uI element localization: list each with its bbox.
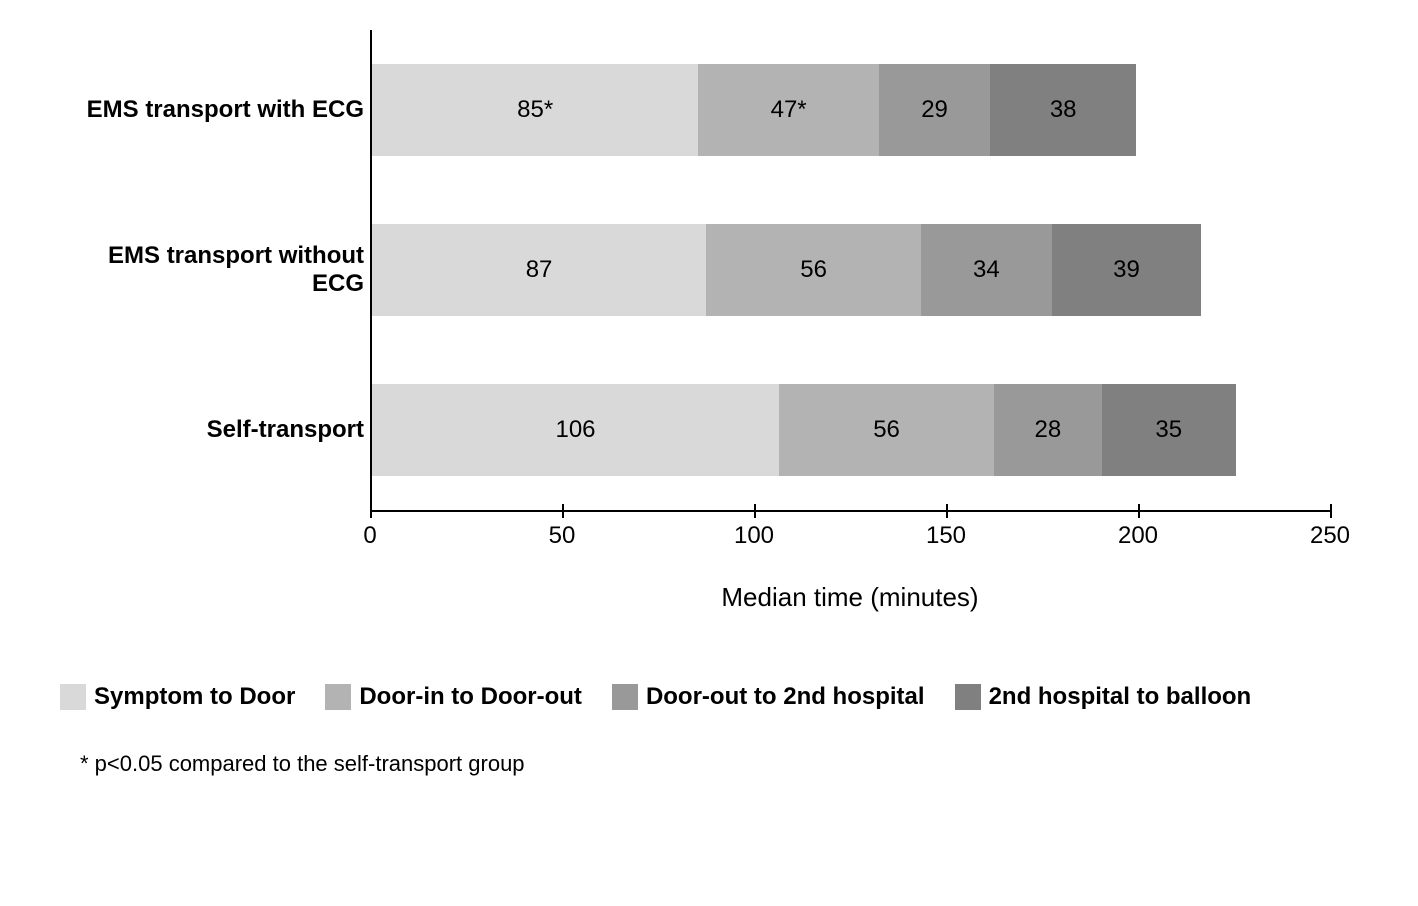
legend: Symptom to Door Door-in to Door-out Door-o…: [60, 683, 1368, 711]
category-label: EMS transport without ECG: [50, 242, 370, 298]
bar-segment-door_out_2nd: 34: [921, 224, 1052, 316]
segment-value: 56: [800, 256, 827, 284]
legend-swatch: [612, 684, 638, 710]
segment-value: 106: [555, 416, 595, 444]
x-axis: 050100150200250: [50, 510, 1368, 540]
legend-swatch: [60, 684, 86, 710]
legend-item: 2nd hospital to balloon: [955, 683, 1252, 711]
plot-area: 106 56 28 35: [370, 350, 1330, 510]
x-tick-label: 150: [926, 522, 966, 550]
bar-segment-second_to_balloon: 38: [990, 64, 1136, 156]
category-label: EMS transport with ECG: [50, 96, 370, 124]
legend-item: Symptom to Door: [60, 683, 295, 711]
plot-area: 87 56 34 39: [370, 190, 1330, 350]
legend-label: Door-in to Door-out: [359, 683, 582, 711]
legend-label: Symptom to Door: [94, 683, 295, 711]
x-tick: [370, 504, 372, 518]
segment-value: 29: [921, 96, 948, 124]
footnote: * p<0.05 compared to the self-transport …: [80, 751, 1368, 777]
x-tick-label: 100: [734, 522, 774, 550]
bar-segment-symptom_to_door: 87: [372, 224, 706, 316]
bar-segment-door_in_out: 47*: [698, 64, 878, 156]
chart-row: EMS transport with ECG 85* 47* 29 38: [50, 30, 1368, 190]
x-axis-label: Median time (minutes): [370, 582, 1330, 613]
legend-item: Door-out to 2nd hospital: [612, 683, 925, 711]
bar-segment-second_to_balloon: 39: [1052, 224, 1202, 316]
x-tick: [946, 504, 948, 518]
bar-segment-symptom_to_door: 106: [372, 384, 779, 476]
legend-swatch: [325, 684, 351, 710]
segment-value: 56: [873, 416, 900, 444]
segment-value: 85*: [517, 96, 553, 124]
segment-value: 35: [1155, 416, 1182, 444]
segment-value: 39: [1113, 256, 1140, 284]
segment-value: 38: [1050, 96, 1077, 124]
stacked-bar-chart: EMS transport with ECG85*47*2938EMS tran…: [50, 30, 1368, 777]
legend-label: Door-out to 2nd hospital: [646, 683, 925, 711]
bar-segment-door_out_2nd: 29: [879, 64, 990, 156]
bar: 106 56 28 35: [372, 384, 1330, 476]
bar-segment-door_in_out: 56: [779, 384, 994, 476]
bar: 87 56 34 39: [372, 224, 1330, 316]
bar-segment-door_out_2nd: 28: [994, 384, 1102, 476]
bar-rows: EMS transport with ECG85*47*2938EMS tran…: [50, 30, 1368, 510]
x-tick-label: 200: [1118, 522, 1158, 550]
segment-value: 34: [973, 256, 1000, 284]
plot-area: 85* 47* 29 38: [370, 30, 1330, 190]
legend-item: Door-in to Door-out: [325, 683, 582, 711]
x-tick-label: 0: [363, 522, 376, 550]
chart-row: Self-transport 106 56 28 35: [50, 350, 1368, 510]
x-tick: [1138, 504, 1140, 518]
x-tick: [562, 504, 564, 518]
bar: 85* 47* 29 38: [372, 64, 1330, 156]
chart-row: EMS transport without ECG 87 56 34 39: [50, 190, 1368, 350]
segment-value: 28: [1034, 416, 1061, 444]
legend-swatch: [955, 684, 981, 710]
bar-segment-symptom_to_door: 85*: [372, 64, 698, 156]
x-tick: [1330, 504, 1332, 518]
x-tick-label: 50: [549, 522, 576, 550]
bar-segment-door_in_out: 56: [706, 224, 921, 316]
x-tick: [754, 504, 756, 518]
segment-value: 47*: [771, 96, 807, 124]
category-label: Self-transport: [50, 416, 370, 444]
legend-label: 2nd hospital to balloon: [989, 683, 1252, 711]
segment-value: 87: [526, 256, 553, 284]
x-tick-label: 250: [1310, 522, 1350, 550]
bar-segment-second_to_balloon: 35: [1102, 384, 1236, 476]
